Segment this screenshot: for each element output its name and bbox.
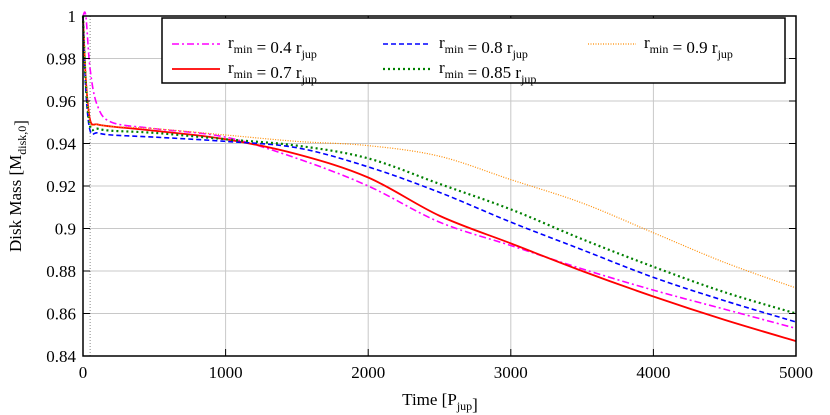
y-tick-label: 0.92: [46, 177, 76, 196]
y-tick-label: 0.88: [46, 262, 76, 281]
x-tick-label: 0: [79, 363, 88, 382]
x-tick-label: 2000: [351, 363, 385, 382]
x-axis-label: Time [Pjup]: [402, 390, 478, 414]
x-tick-label: 3000: [494, 363, 528, 382]
legend-box: [161, 17, 786, 84]
x-tick-label: 4000: [636, 363, 670, 382]
y-axis-label: Disk Mass [Mdisk,0]: [6, 120, 30, 252]
y-tick-label: 1: [68, 7, 77, 26]
legend-label: rmin = 0.8 rjup: [439, 33, 528, 61]
legend-label: rmin = 0.85 rjup: [439, 58, 536, 86]
y-tick-label: 0.96: [46, 92, 76, 111]
x-tick-label: 5000: [779, 363, 813, 382]
series-line-1: [82, 15, 797, 342]
legend-label: rmin = 0.7 rjup: [228, 58, 317, 86]
y-tick-label: 0.84: [46, 347, 76, 366]
legend-label: rmin = 0.9 rjup: [644, 33, 733, 61]
y-tick-label: 0.9: [55, 220, 76, 239]
y-tick-label: 0.94: [46, 135, 76, 154]
legend-label: rmin = 0.4 rjup: [228, 33, 317, 61]
y-tick-label: 0.86: [46, 305, 76, 324]
y-tick-label: 0.98: [46, 50, 76, 69]
series-line-0: [82, 11, 797, 330]
series-lines: [81, 11, 797, 342]
series-line-3: [81, 15, 797, 315]
x-tick-label: 1000: [209, 363, 243, 382]
